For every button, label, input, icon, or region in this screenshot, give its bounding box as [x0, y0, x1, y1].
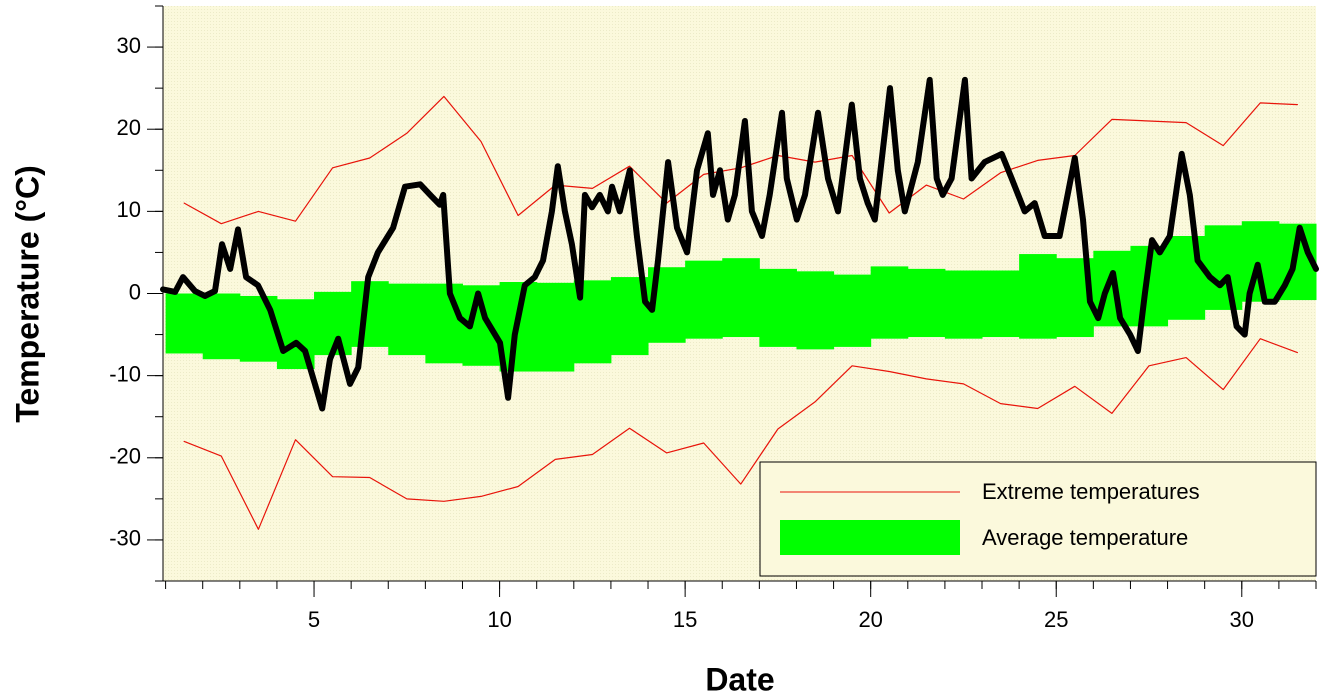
legend: Extreme temperatures Average temperature [759, 461, 1317, 577]
legend-swatch [780, 520, 960, 555]
average-band [202, 293, 241, 360]
y-tick-label: -10 [109, 361, 141, 386]
x-tick-label: 25 [1044, 607, 1068, 632]
average-band [1204, 225, 1243, 310]
y-tick-label: 20 [117, 115, 141, 140]
average-band [1167, 236, 1206, 320]
y-tick-label: 0 [129, 279, 141, 304]
x-tick-label: 15 [673, 607, 697, 632]
x-tick-label: 30 [1230, 607, 1254, 632]
average-band [870, 266, 909, 339]
extreme-line [183, 338, 1298, 530]
y-tick-label: 10 [117, 197, 141, 222]
average-band [536, 282, 575, 372]
legend-label: Extreme temperatures [982, 479, 1200, 504]
x-tick-label: 20 [858, 607, 882, 632]
average-band [944, 270, 983, 339]
x-axis-title: Date [705, 661, 774, 697]
legend-label: Average temperature [982, 525, 1188, 550]
average-band [982, 270, 1020, 338]
average-band [907, 268, 946, 338]
average-band [685, 260, 723, 339]
y-tick-label: -20 [109, 444, 141, 469]
average-band [759, 268, 797, 347]
average-band [833, 274, 872, 347]
average-band [165, 293, 204, 354]
average-band [351, 281, 389, 347]
x-tick-label: 5 [308, 607, 320, 632]
x-tick-label: 10 [487, 607, 511, 632]
average-band [388, 283, 426, 356]
legend-box [759, 461, 1317, 577]
average-band [239, 295, 278, 362]
average-band [1019, 254, 1057, 339]
average-band [796, 271, 835, 350]
y-tick-label: 30 [117, 33, 141, 58]
y-axis-title: Temperature (°C) [9, 165, 45, 423]
y-tick-label: -30 [109, 526, 141, 551]
temperature-line [160, 76, 1319, 412]
average-band [425, 283, 463, 364]
average-band [722, 258, 760, 338]
